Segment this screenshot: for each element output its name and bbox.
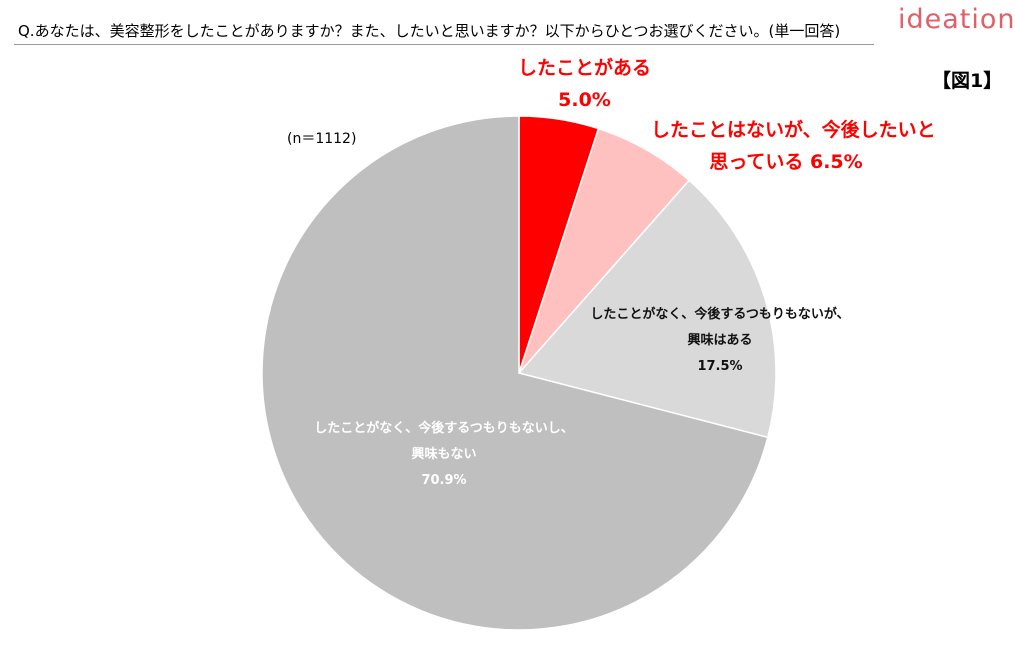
pie-slice-interested: [517, 179, 777, 439]
figure-tag: 【図1】: [932, 70, 1003, 92]
slice-label-want-to: したことはないが、今後したいと 思っている 6.5%: [651, 114, 936, 178]
header-divider: [14, 44, 874, 45]
question-text: Q.あなたは、美容整形をしたことがありますか？また、したいと思いますか？以下から…: [18, 22, 841, 40]
slice-label-want-to-text: したことはないが、今後したいと: [651, 119, 936, 141]
slice-label-want-to-value: 思っている 6.5%: [709, 151, 863, 173]
pie-slice-not-interested: [261, 115, 769, 631]
slice-label-interested: したことがなく、今後するつもりもないが、 興味はある 17.5%: [585, 302, 855, 380]
sample-size-label: (n＝1112): [287, 131, 357, 147]
slice-label-not-interested-text: したことがなく、今後するつもりもないし、: [314, 421, 574, 436]
slice-label-not-interested-value: 70.9%: [421, 473, 467, 488]
slice-label-experienced-text: したことがある: [517, 57, 651, 79]
slice-label-experienced: したことがある 5.0%: [512, 52, 657, 116]
slice-label-experienced-value: 5.0%: [558, 89, 611, 111]
slice-label-interested-value: 17.5%: [697, 359, 743, 374]
slice-label-not-interested: したことがなく、今後するつもりもないし、 興味もない 70.9%: [308, 416, 580, 494]
slice-label-interested-text-2: 興味はある: [687, 333, 753, 348]
slice-label-not-interested-text-2: 興味もない: [411, 447, 477, 462]
ideation-logo: ideation: [898, 4, 1015, 35]
slice-label-interested-text: したことがなく、今後するつもりもないが、: [590, 307, 850, 322]
